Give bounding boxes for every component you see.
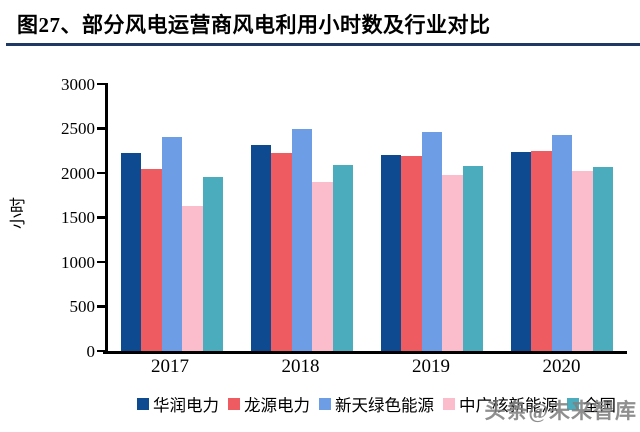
bar-group-2019	[367, 84, 497, 351]
plot-area	[107, 84, 627, 351]
y-tick-label: 500	[69, 297, 96, 316]
bar	[462, 165, 484, 351]
bar-group-2020	[497, 84, 627, 351]
legend-label: 华润电力	[153, 396, 219, 415]
bar	[141, 168, 162, 351]
figure-title: 图27、部分风电运营商风电利用小时数及行业对比	[17, 13, 491, 37]
bar	[401, 156, 422, 351]
y-tick-label: 1000	[61, 252, 95, 272]
legend-swatch	[443, 398, 455, 410]
x-tick-label: 2020	[542, 356, 581, 377]
y-axis-line	[105, 83, 108, 352]
x-tick-label: 2018	[281, 356, 320, 377]
bar	[250, 144, 272, 351]
legend-swatch	[137, 398, 149, 410]
bar	[202, 177, 224, 351]
bar	[421, 131, 443, 351]
legend-item: 全国	[567, 392, 616, 416]
legend-item: 中广核新能源	[443, 392, 558, 416]
bar	[551, 134, 573, 351]
y-tick-mark	[97, 171, 105, 175]
y-tick-mark	[97, 305, 105, 308]
bar	[442, 174, 463, 351]
y-tick-label: 1500	[61, 208, 95, 227]
y-tick-mark	[97, 216, 105, 219]
bar	[182, 206, 203, 351]
bar-group-2018	[237, 84, 367, 351]
x-tick-label: 2017	[151, 356, 189, 377]
bar	[380, 155, 402, 351]
y-tick-mark	[97, 260, 105, 264]
bar	[161, 137, 183, 351]
title-underline	[6, 43, 640, 46]
legend-swatch	[319, 398, 331, 410]
bar	[271, 153, 292, 351]
legend-item: 新天绿色能源	[319, 392, 434, 416]
bar	[531, 151, 552, 351]
x-axis-line	[103, 351, 627, 354]
bar	[510, 151, 532, 351]
y-tick-mark	[97, 82, 105, 86]
y-tick-mark	[97, 127, 105, 130]
x-tick-label: 2019	[412, 356, 450, 377]
legend-label: 全国	[583, 396, 616, 415]
y-tick-label: 2500	[61, 119, 95, 138]
chart-legend: 华润电力 龙源电力 新天绿色能源 中广核新能源 全国	[137, 392, 616, 416]
bar	[120, 152, 142, 351]
watermark: 头条@未来智库	[484, 399, 637, 423]
y-tick-label: 0	[86, 341, 96, 361]
bar	[332, 164, 354, 351]
legend-item: 龙源电力	[228, 392, 310, 416]
legend-label: 龙源电力	[244, 396, 310, 415]
bar	[572, 171, 593, 351]
y-tick-label: 2000	[61, 163, 95, 183]
legend-label: 新天绿色能源	[335, 396, 434, 415]
bar	[291, 128, 313, 351]
bar	[312, 181, 333, 351]
legend-item: 华润电力	[137, 392, 219, 416]
y-tick-label: 3000	[61, 74, 95, 94]
legend-swatch	[228, 398, 240, 410]
legend-swatch	[567, 398, 579, 410]
bar	[592, 167, 614, 351]
bar-group-2017	[107, 84, 237, 351]
y-tick-mark	[97, 349, 105, 353]
legend-label: 中广核新能源	[459, 396, 558, 415]
